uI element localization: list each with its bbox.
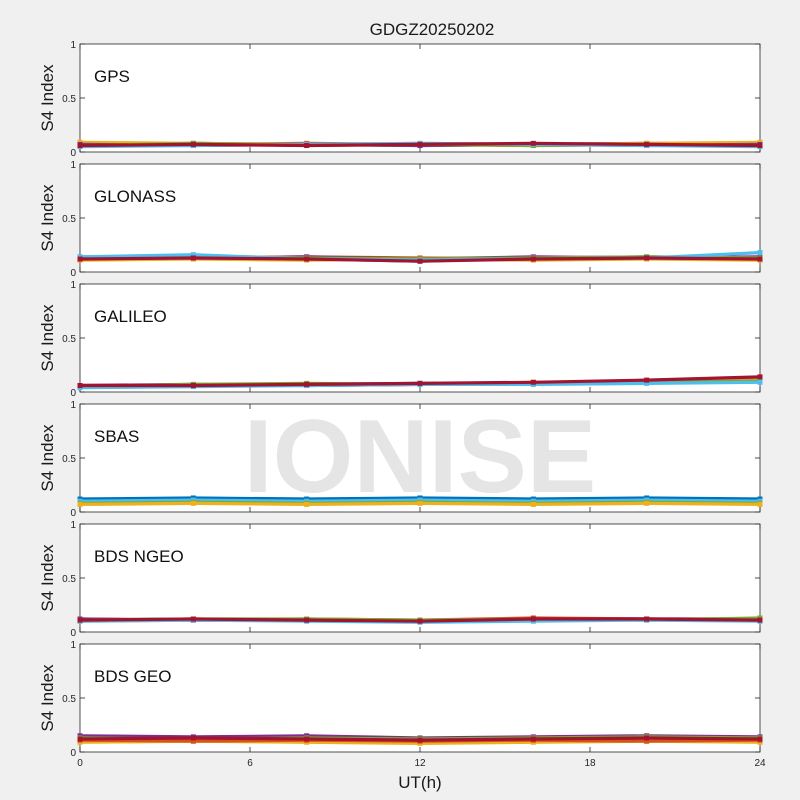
series-4-point [77, 736, 83, 742]
series-3-point [417, 500, 423, 506]
y-axis-label: S4 Index [38, 664, 57, 732]
series-6-point [304, 256, 310, 262]
y-axis-label: S4 Index [38, 424, 57, 492]
series-4-point [644, 735, 650, 741]
y-tick-label: 1 [70, 160, 76, 171]
y-tick-label: 1 [70, 280, 76, 291]
plot-area [79, 523, 761, 633]
series-6-point [190, 255, 196, 261]
panel-bds-geo: 0 0.5 1 0 6 12 18 24 BDS GEO S4 Index [38, 640, 766, 769]
panel-label-galileo: GALILEO [94, 307, 167, 326]
y-tick-label: 0.5 [62, 454, 76, 465]
y-axis-label: S4 Index [38, 64, 57, 132]
x-tick-label: 24 [754, 758, 766, 769]
series-3-point [190, 500, 196, 506]
series-6-point [757, 256, 763, 262]
series-6-point [417, 258, 423, 264]
series-6-point [77, 256, 83, 262]
panel-glonass: 0 0.5 1 GLONASS S4 Index [38, 160, 763, 279]
series-3-point [757, 501, 763, 507]
panel-bds-ngeo: 0 0.5 1 BDS NGEO S4 Index [38, 520, 763, 639]
y-tick-label: 1 [70, 400, 76, 411]
y-tick-label: 1 [70, 40, 76, 51]
series-6-point [644, 255, 650, 261]
series-6-point [304, 381, 310, 387]
y-tick-label: 0 [70, 388, 76, 399]
y-axis-label: S4 Index [38, 544, 57, 612]
series-6-point [304, 143, 310, 149]
y-axis-label: S4 Index [38, 184, 57, 252]
x-tick-label: 0 [77, 758, 83, 769]
series-6-point [530, 140, 536, 146]
panel-label-gps: GPS [94, 67, 130, 86]
series-6-point [77, 383, 83, 389]
y-tick-label: 1 [70, 640, 76, 651]
series-3-point [190, 738, 196, 744]
panel-galileo: 0 0.5 1 GALILEO S4 Index [38, 280, 763, 399]
series-6-point [417, 380, 423, 386]
series-4-point [190, 735, 196, 741]
series-6-point [644, 377, 650, 383]
y-tick-label: 0.5 [62, 334, 76, 345]
series-4-point [757, 736, 763, 742]
y-tick-label: 0 [70, 268, 76, 279]
series-6-point [417, 141, 423, 147]
panels: 0 0.5 1 GPS S4 Index 0 0.5 1 GLONASS S4 Index 0 0.5… [38, 40, 766, 769]
y-tick-label: 0.5 [62, 214, 76, 225]
y-tick-label: 0 [70, 148, 76, 159]
series-6-point [304, 617, 310, 623]
series-5-point [757, 250, 763, 256]
series-4-point [417, 737, 423, 743]
series-6-point [77, 617, 83, 623]
x-tick-label: 6 [247, 758, 253, 769]
series-3-point [530, 501, 536, 507]
y-tick-label: 0 [70, 748, 76, 759]
panel-label-bds-geo: BDS GEO [94, 667, 171, 686]
figure-title: GDGZ20250202 [370, 20, 495, 39]
x-tick-label: 18 [584, 758, 596, 769]
plot-area [79, 43, 761, 153]
y-tick-label: 0.5 [62, 574, 76, 585]
series-6-point [77, 143, 83, 149]
y-tick-label: 1 [70, 520, 76, 531]
x-axis-label: UT(h) [398, 773, 441, 792]
y-tick-label: 0.5 [62, 694, 76, 705]
panel-gps: 0 0.5 1 GPS S4 Index [38, 40, 763, 159]
series-3-point [304, 501, 310, 507]
x-tick-label: 12 [414, 758, 426, 769]
series-3-point [644, 738, 650, 744]
y-tick-label: 0 [70, 628, 76, 639]
series-6-point [190, 383, 196, 389]
series-6-point [530, 379, 536, 385]
y-axis-label: S4 Index [38, 304, 57, 372]
y-tick-label: 0.5 [62, 94, 76, 105]
series-6-point [757, 617, 763, 623]
series-6-point [644, 141, 650, 147]
watermark-logo: IONISE [244, 399, 597, 515]
panel-label-glonass: GLONASS [94, 187, 176, 206]
series-5-point [644, 380, 650, 386]
series-6-point [644, 616, 650, 622]
series-4-point [530, 736, 536, 742]
series-6-point [757, 374, 763, 380]
series-6-point [190, 616, 196, 622]
series-3-point [77, 501, 83, 507]
series-3-point [644, 500, 650, 506]
panel-sbas: 0 0.5 1 SBAS S4 Index [38, 400, 763, 519]
panel-label-sbas: SBAS [94, 427, 139, 446]
series-6-point [417, 618, 423, 624]
series-5-point [757, 379, 763, 385]
y-tick-label: 0 [70, 508, 76, 519]
series-5-point [190, 252, 196, 258]
series-6-point [530, 256, 536, 262]
series-6-point [757, 143, 763, 149]
series-4-point [304, 736, 310, 742]
series-6-point [190, 141, 196, 147]
panel-label-bds-ngeo: BDS NGEO [94, 547, 184, 566]
series-6-point [530, 616, 536, 622]
plot-area [79, 283, 761, 393]
